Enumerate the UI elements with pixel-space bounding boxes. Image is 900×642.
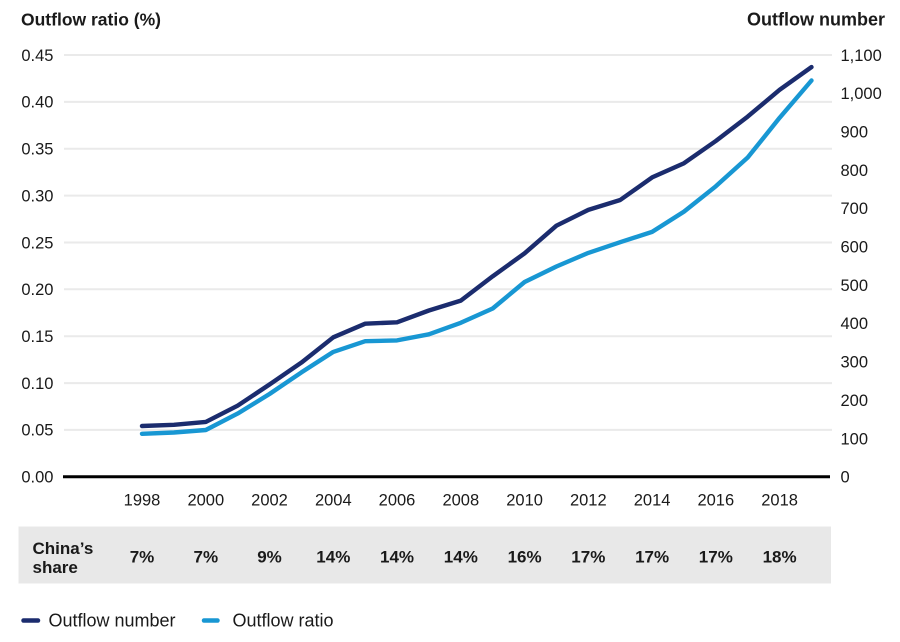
svg-text:0: 0 (841, 469, 850, 487)
svg-text:Outflow number: Outflow number (49, 611, 176, 631)
svg-text:0.25: 0.25 (21, 234, 53, 252)
svg-text:14%: 14% (380, 548, 414, 567)
svg-text:800: 800 (841, 162, 869, 180)
svg-text:17%: 17% (571, 548, 605, 567)
svg-text:14%: 14% (316, 548, 350, 567)
svg-text:China’s: China’s (33, 539, 94, 558)
svg-text:500: 500 (841, 277, 869, 295)
svg-text:2008: 2008 (442, 492, 479, 510)
svg-text:7%: 7% (194, 548, 219, 567)
svg-text:0.35: 0.35 (21, 141, 53, 159)
svg-text:2016: 2016 (697, 492, 734, 510)
svg-text:0.10: 0.10 (21, 375, 53, 393)
svg-text:2004: 2004 (315, 492, 352, 510)
svg-text:2010: 2010 (506, 492, 543, 510)
svg-text:300: 300 (841, 354, 869, 372)
svg-text:900: 900 (841, 124, 869, 142)
svg-text:0.20: 0.20 (21, 281, 53, 299)
svg-text:Outflow number: Outflow number (747, 10, 885, 30)
svg-text:9%: 9% (257, 548, 282, 567)
svg-text:2006: 2006 (379, 492, 416, 510)
svg-text:0.45: 0.45 (21, 47, 53, 65)
svg-text:0.00: 0.00 (21, 469, 53, 487)
svg-text:0.30: 0.30 (21, 187, 53, 205)
svg-text:2000: 2000 (187, 492, 224, 510)
svg-text:7%: 7% (130, 548, 155, 567)
svg-text:1998: 1998 (124, 492, 161, 510)
svg-text:17%: 17% (699, 548, 733, 567)
svg-text:2018: 2018 (761, 492, 798, 510)
svg-text:2012: 2012 (570, 492, 607, 510)
svg-text:16%: 16% (508, 548, 542, 567)
svg-text:0.40: 0.40 (21, 94, 53, 112)
svg-text:100: 100 (841, 430, 869, 448)
svg-text:2002: 2002 (251, 492, 288, 510)
svg-text:0.05: 0.05 (21, 422, 53, 440)
svg-text:400: 400 (841, 315, 869, 333)
svg-text:600: 600 (841, 239, 869, 257)
svg-text:share: share (33, 558, 78, 577)
svg-text:17%: 17% (635, 548, 669, 567)
svg-text:18%: 18% (763, 548, 797, 567)
svg-text:700: 700 (841, 200, 869, 218)
svg-text:14%: 14% (444, 548, 478, 567)
svg-text:200: 200 (841, 392, 869, 410)
svg-text:2014: 2014 (634, 492, 671, 510)
svg-text:1,000: 1,000 (841, 85, 882, 103)
svg-text:Outflow ratio (%): Outflow ratio (%) (21, 10, 161, 30)
svg-text:Outflow ratio: Outflow ratio (233, 611, 334, 631)
svg-text:0.15: 0.15 (21, 328, 53, 346)
svg-text:1,100: 1,100 (841, 47, 882, 65)
